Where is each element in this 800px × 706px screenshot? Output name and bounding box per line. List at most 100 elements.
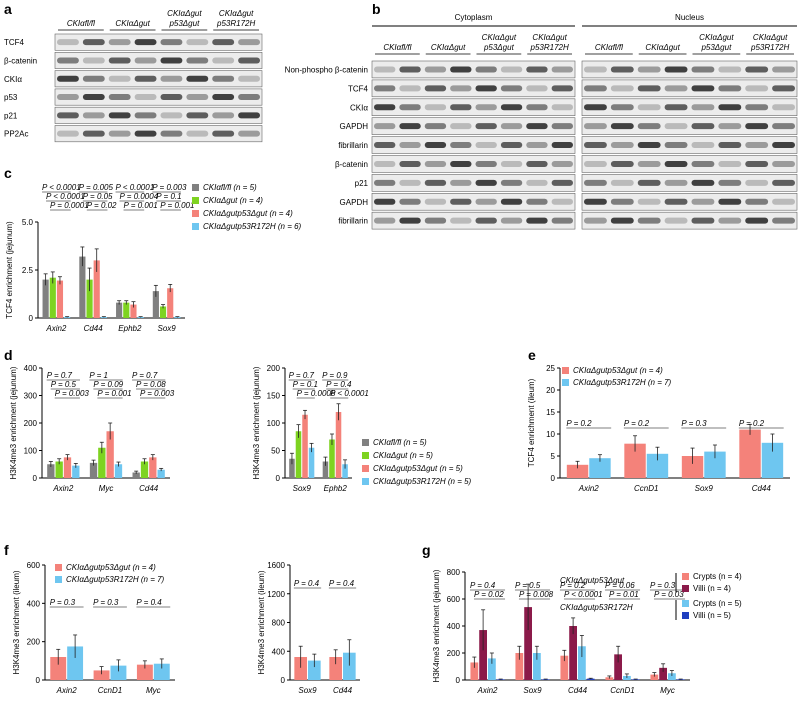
p-value: P = 0.4 bbox=[136, 598, 162, 607]
blot-band bbox=[450, 66, 472, 73]
bar bbox=[157, 469, 165, 478]
lane-header: CKIαΔgut bbox=[431, 43, 466, 52]
blot-band bbox=[424, 104, 447, 111]
blot-band bbox=[500, 123, 523, 130]
p-value: P = 0.01 bbox=[609, 590, 639, 599]
y-tick-label: 1600 bbox=[267, 561, 285, 570]
y-tick-label: 200 bbox=[447, 649, 461, 658]
blot-band bbox=[374, 217, 396, 224]
blot-band bbox=[691, 217, 715, 224]
blot-band bbox=[424, 198, 447, 205]
blot-band bbox=[238, 130, 260, 137]
blot-band bbox=[500, 142, 523, 149]
x-tick-label: Myc bbox=[660, 686, 675, 695]
y-tick-label: 100 bbox=[24, 447, 38, 456]
blot-row-label: β-catenin bbox=[4, 56, 37, 65]
blot-band bbox=[526, 66, 548, 73]
blot-band bbox=[57, 112, 79, 119]
bar bbox=[167, 288, 174, 318]
bar bbox=[569, 626, 577, 680]
blot-band bbox=[108, 39, 131, 46]
bar bbox=[676, 679, 685, 680]
bar bbox=[93, 260, 100, 318]
bar bbox=[153, 663, 170, 680]
blot-band bbox=[212, 75, 235, 82]
blot-band bbox=[475, 85, 497, 92]
blot-row-label: GAPDH bbox=[340, 122, 369, 131]
p-value: P = 0.05 bbox=[83, 192, 113, 201]
blot-strip bbox=[371, 174, 576, 192]
lane-header: p53R172H bbox=[216, 19, 255, 28]
bar bbox=[668, 673, 676, 680]
legend-label: CKIαΔgutp53Δgut (n = 4) bbox=[66, 563, 156, 572]
blot-band bbox=[718, 85, 742, 92]
blot-strip bbox=[54, 33, 263, 51]
y-tick-label: 200 bbox=[267, 364, 281, 373]
y-tick-label: 25 bbox=[546, 364, 555, 373]
blot-band bbox=[475, 142, 497, 149]
blot-band bbox=[526, 198, 548, 205]
blot-band bbox=[664, 179, 688, 186]
bar bbox=[174, 317, 181, 318]
blot-band bbox=[718, 179, 742, 186]
bar bbox=[132, 472, 140, 478]
p-value: P = 0.2 bbox=[739, 419, 765, 428]
bar bbox=[56, 280, 64, 318]
blot-band bbox=[374, 160, 396, 167]
blot-band bbox=[551, 104, 573, 111]
blot-band bbox=[718, 217, 742, 224]
y-tick-label: 1200 bbox=[267, 590, 285, 599]
panel-label: f bbox=[4, 542, 9, 558]
bar bbox=[496, 679, 505, 680]
blot-band bbox=[691, 160, 715, 167]
bar bbox=[515, 653, 524, 680]
p-value: P = 0.005 bbox=[79, 183, 114, 192]
blot-band bbox=[160, 94, 183, 101]
legend-label: CKIαΔgutp53Δgut (n = 4) bbox=[573, 366, 663, 375]
bar bbox=[50, 657, 67, 680]
blot-band bbox=[584, 66, 607, 73]
legend-swatch bbox=[192, 210, 199, 217]
bar bbox=[343, 652, 356, 680]
blot-band bbox=[450, 179, 472, 186]
blot-band bbox=[186, 112, 209, 119]
legend-swatch bbox=[362, 465, 369, 472]
y-tick-label: 300 bbox=[24, 392, 38, 401]
bar bbox=[322, 461, 329, 478]
y-tick-label: 20 bbox=[546, 386, 555, 395]
blot-strip bbox=[54, 88, 263, 106]
blot-band bbox=[450, 160, 472, 167]
x-tick-label: Myc bbox=[99, 484, 114, 493]
blot-band bbox=[212, 57, 235, 64]
blot-band bbox=[238, 75, 260, 82]
x-tick-label: Axin2 bbox=[45, 324, 67, 333]
blot-band bbox=[610, 85, 634, 92]
blot-strip bbox=[371, 193, 576, 211]
blot-band bbox=[745, 198, 769, 205]
legend-label: Villi (n = 5) bbox=[693, 611, 731, 620]
blot-band bbox=[82, 130, 105, 137]
lane-header: CKIαΔgut bbox=[167, 9, 202, 18]
blot-band bbox=[551, 123, 573, 130]
blot-row-label: GAPDH bbox=[340, 198, 369, 207]
blot-band bbox=[664, 198, 688, 205]
blot-band bbox=[526, 123, 548, 130]
blot-band bbox=[664, 160, 688, 167]
x-tick-label: Cd44 bbox=[568, 686, 588, 695]
blot-strip bbox=[54, 70, 263, 88]
blot-band bbox=[238, 57, 260, 64]
blot-strip bbox=[54, 106, 263, 124]
bar bbox=[329, 657, 342, 680]
blot-band bbox=[637, 217, 661, 224]
blot-band bbox=[450, 123, 472, 130]
blot-band bbox=[718, 123, 742, 130]
blot-row-label: TCF4 bbox=[4, 38, 25, 47]
blot-band bbox=[610, 198, 634, 205]
blot-band bbox=[500, 85, 523, 92]
bar bbox=[79, 256, 86, 318]
x-tick-label: CcnD1 bbox=[634, 484, 658, 493]
blot-strip bbox=[581, 155, 798, 173]
lane-header: CKIαΔgut bbox=[482, 33, 517, 42]
p-value: P = 0.001 bbox=[160, 201, 194, 210]
